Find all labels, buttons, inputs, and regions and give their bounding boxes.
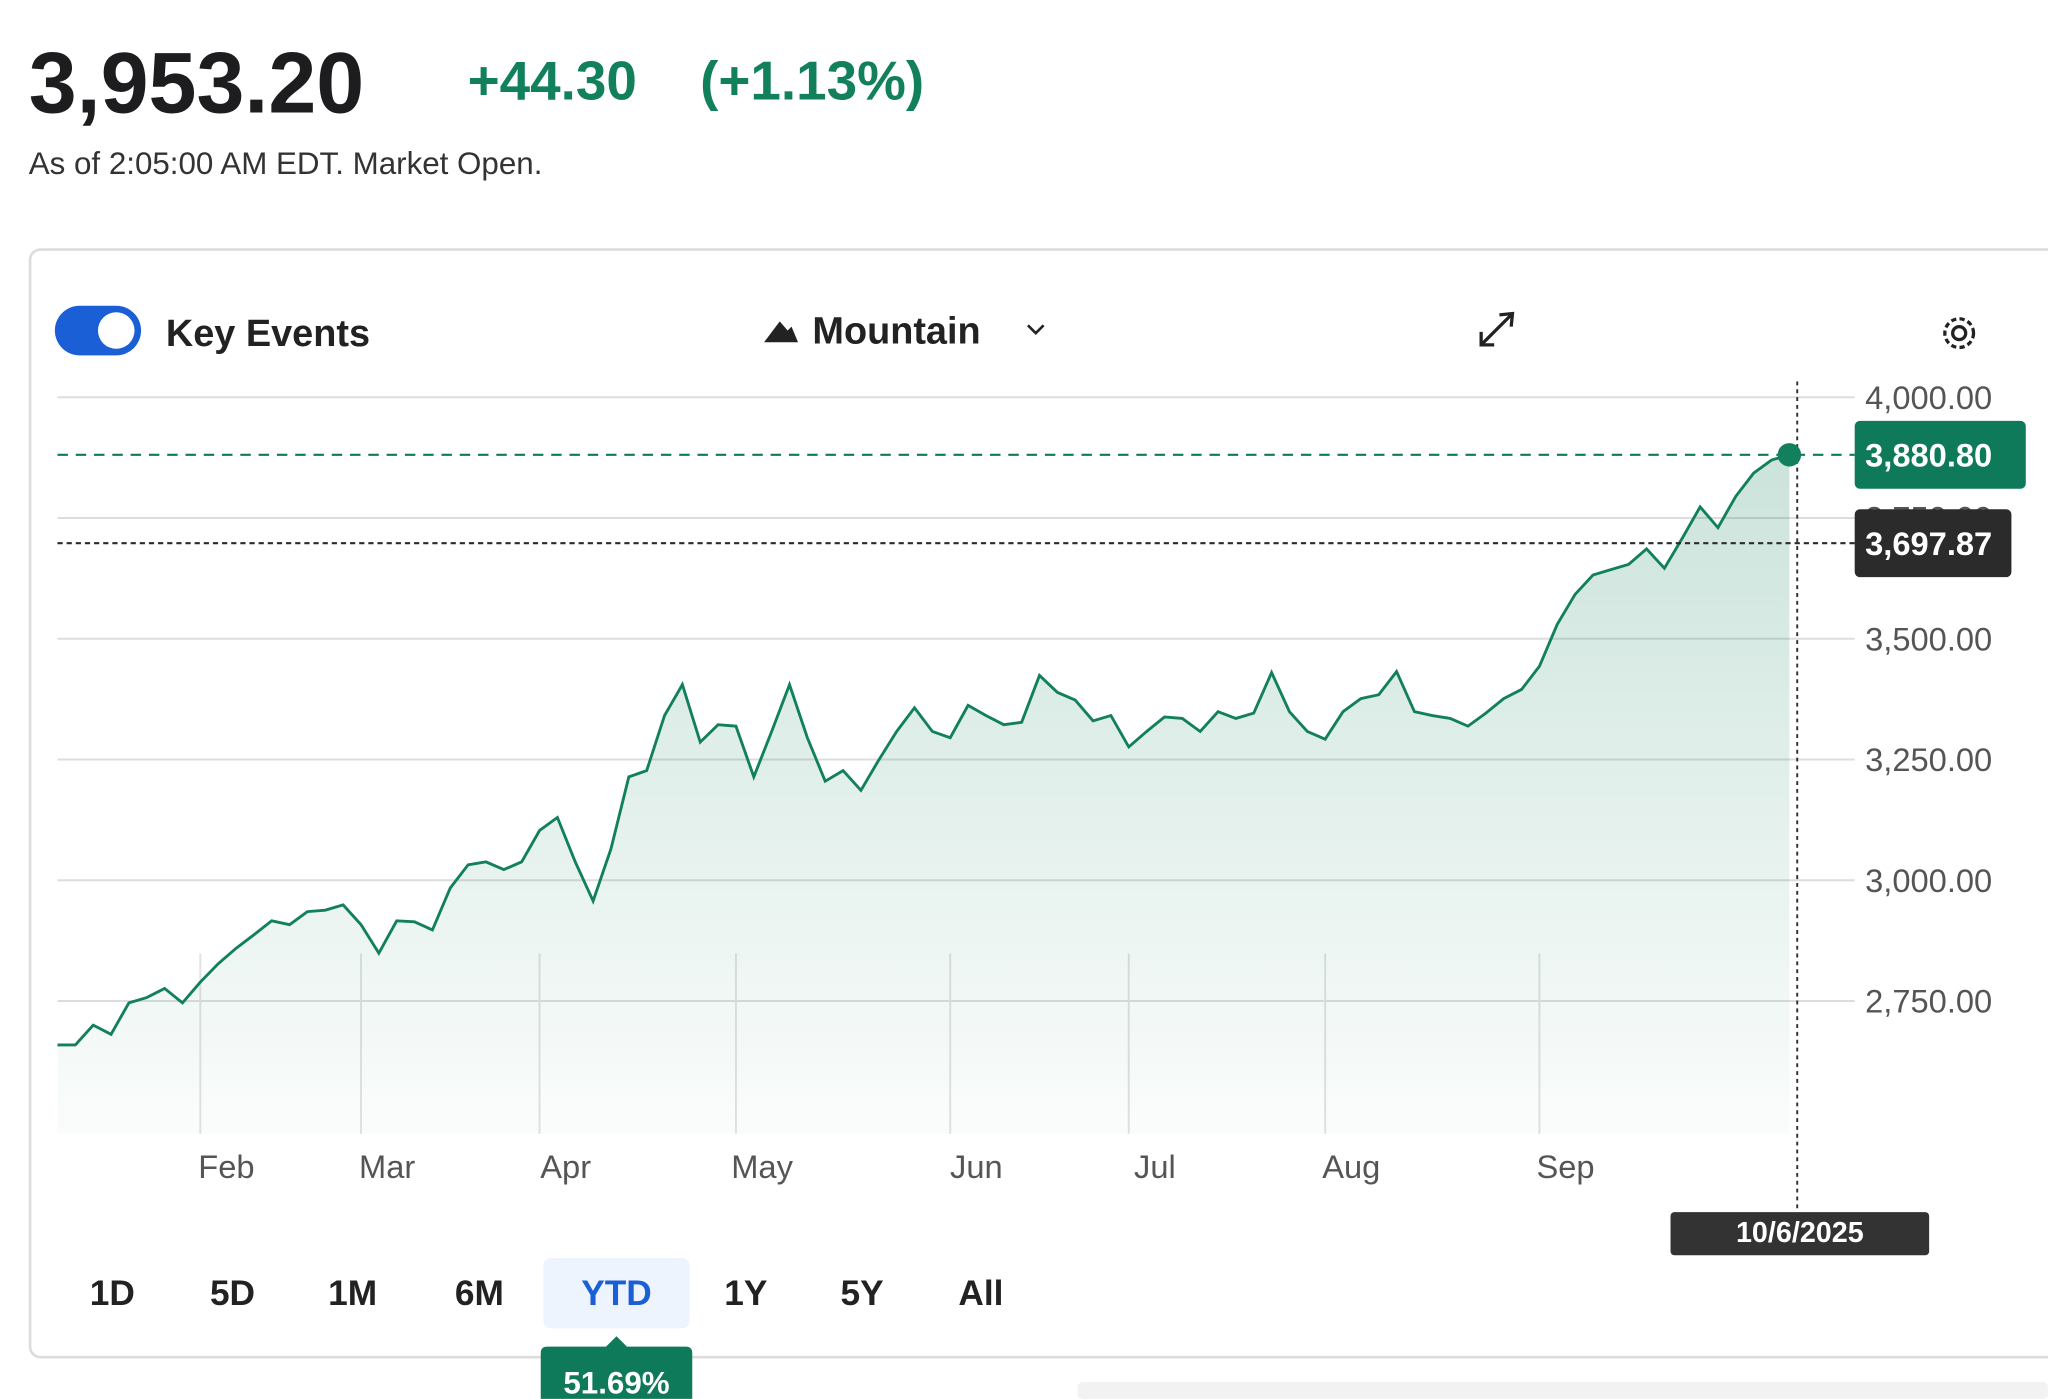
price: 3,953.20 — [29, 35, 365, 131]
range-button[interactable]: 1Y — [724, 1274, 767, 1313]
last-point — [1777, 443, 1802, 467]
range-button[interactable]: 6M — [455, 1274, 504, 1313]
range-button[interactable]: 5Y — [840, 1274, 883, 1313]
bottom-panel — [1077, 1381, 2048, 1399]
reference-label: 3,697.87 — [1865, 525, 1992, 562]
market-status: As of 2:05:00 AM EDT. Market Open. — [29, 146, 543, 181]
reference-badge — [1854, 509, 2012, 578]
chart-style-select[interactable]: Mountain — [812, 311, 980, 353]
plot: 2,750.003,000.003,250.003,500.003,750.00… — [57, 379, 2026, 1256]
range-change: 51.69% — [563, 1366, 669, 1399]
range-button[interactable]: 1D — [90, 1274, 135, 1313]
range-button-bg[interactable] — [543, 1257, 690, 1329]
price-change-percent: (+1.13%) — [700, 49, 924, 111]
range-button[interactable]: YTD — [581, 1274, 652, 1313]
x-tick-label: Jul — [1134, 1148, 1176, 1185]
x-tick-label: Jun — [950, 1148, 1003, 1185]
range-button[interactable]: All — [958, 1274, 1003, 1313]
toggle-knob — [97, 312, 135, 349]
dropdown-chevron — [1026, 324, 1045, 335]
mountain-icon — [764, 321, 799, 343]
key-events-label[interactable]: Key Events — [166, 313, 370, 355]
price-line — [57, 453, 1790, 1047]
area-fill — [57, 454, 1790, 1134]
crosshair-label: 10/6/2025 — [1736, 1217, 1864, 1249]
settings-button[interactable] — [1943, 317, 1976, 350]
change-badge — [540, 1336, 693, 1399]
crosshair-badge — [1670, 1212, 1930, 1256]
y-tick-label: 3,000.00 — [1865, 862, 1992, 899]
y-tick-label: 3,500.00 — [1865, 620, 1992, 657]
x-tick-label: Feb — [198, 1148, 254, 1185]
y-tick-label: 4,000.00 — [1865, 379, 1992, 416]
x-tick-label: Sep — [1537, 1148, 1595, 1185]
y-tick-label: 2,750.00 — [1865, 983, 1992, 1020]
price-change: +44.30 — [468, 49, 637, 111]
reference-label: 3,880.80 — [1865, 437, 1992, 474]
expand-button[interactable] — [1479, 311, 1515, 347]
x-tick-label: Apr — [540, 1148, 591, 1185]
reference-badge — [1854, 420, 2026, 489]
range-button[interactable]: 1M — [328, 1274, 377, 1313]
range-button[interactable]: 5D — [210, 1274, 255, 1313]
y-tick-label: 3,250.00 — [1865, 741, 1992, 778]
x-tick-label: Mar — [359, 1148, 415, 1185]
x-tick-label: Aug — [1322, 1148, 1380, 1185]
x-tick-label: May — [731, 1148, 793, 1185]
